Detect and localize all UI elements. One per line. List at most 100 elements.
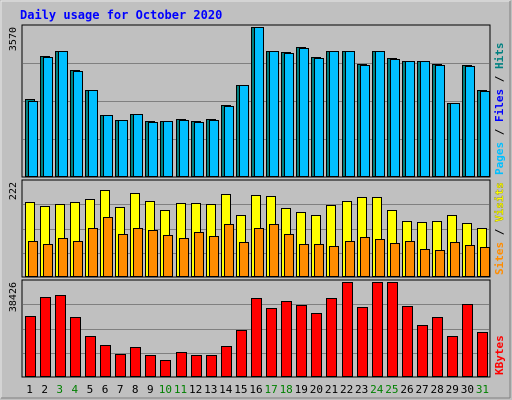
bar-files-day-30	[465, 66, 475, 177]
bar-sites-day-3	[58, 238, 68, 277]
x-tick-label: 19	[295, 383, 308, 396]
x-tick-label: 27	[415, 383, 428, 396]
bar-kbytes-day-26	[402, 306, 413, 377]
bar-sites-day-2	[43, 244, 53, 277]
legend-entry: /	[493, 75, 506, 89]
x-tick-label: 29	[446, 383, 459, 396]
bar-files-day-12	[194, 122, 204, 177]
legend-entry: /	[493, 228, 506, 242]
bar-sites-day-22	[345, 241, 355, 277]
bar-files-day-31	[480, 91, 490, 177]
legend-hits-files-pages: Pages / Files / Hits	[493, 43, 506, 176]
x-tick-label: 1	[26, 383, 33, 396]
bar-sites-day-24	[375, 239, 385, 277]
x-tick-label: 28	[431, 383, 444, 396]
bar-files-day-27	[420, 61, 430, 177]
bar-sites-day-26	[405, 241, 415, 277]
panel-visits-sites: 222 Sites / Visits	[8, 179, 506, 278]
chart-panels: 3570 Pages / Files / Hits 222 Sites / Visit…	[8, 24, 506, 378]
bar-sites-day-5	[88, 228, 98, 277]
x-tick-label: 20	[310, 383, 323, 396]
bar-files-day-16	[254, 27, 264, 177]
bar-kbytes-day-4	[70, 317, 81, 377]
legend-entry: Sites	[493, 242, 506, 275]
legend-entry: KBytes	[493, 335, 506, 375]
series-files	[28, 27, 490, 177]
bar-kbytes-day-22	[342, 282, 353, 377]
bar-files-day-10	[163, 121, 173, 177]
bar-files-day-3	[58, 51, 68, 177]
y-max-label: 222	[8, 182, 19, 200]
chart-title: Daily usage for October 2020	[20, 8, 222, 22]
bar-files-day-28	[435, 65, 445, 177]
bar-kbytes-day-11	[176, 352, 187, 377]
bar-sites-day-1	[28, 241, 38, 277]
panel-kbytes: 38426 KBytes	[8, 279, 506, 378]
bar-kbytes-day-8	[130, 347, 141, 377]
bar-kbytes-day-31	[477, 332, 488, 377]
series-sites	[28, 217, 490, 277]
bar-sites-day-15	[239, 242, 249, 277]
bar-sites-day-27	[420, 249, 430, 277]
legend-visits-sites: Sites / Visits	[493, 182, 506, 275]
x-tick-label: 11	[174, 383, 187, 396]
series-kbytes	[25, 282, 488, 377]
x-axis-day-labels: 1 2 3 4 5 6 7 8 9 10 11 12 13 14 15 16 17 18 19 20 21 22 23 24 2…	[26, 383, 489, 396]
x-tick-label: 13	[204, 383, 217, 396]
bar-files-day-21	[329, 51, 339, 177]
bar-sites-day-30	[465, 245, 475, 277]
bar-files-day-11	[179, 120, 189, 177]
legend-entry: Files	[493, 89, 506, 129]
bar-files-day-26	[405, 61, 415, 177]
bar-files-day-5	[88, 90, 98, 177]
bar-kbytes-day-25	[387, 282, 398, 377]
bar-sites-day-23	[360, 237, 370, 277]
bar-sites-day-20	[314, 244, 324, 277]
bar-sites-day-16	[254, 228, 264, 277]
x-tick-label: 31	[476, 383, 489, 396]
x-tick-label: 24	[370, 383, 384, 396]
bar-kbytes-day-9	[145, 355, 156, 377]
bar-kbytes-day-17	[266, 308, 277, 377]
legend-entry: /	[493, 128, 506, 142]
x-tick-label: 12	[189, 383, 202, 396]
bar-sites-day-25	[390, 243, 400, 277]
x-tick-label: 4	[72, 383, 79, 396]
bar-kbytes-day-16	[251, 298, 262, 377]
bar-sites-day-9	[148, 230, 158, 277]
bar-sites-day-8	[133, 228, 143, 277]
x-tick-label: 18	[280, 383, 293, 396]
bar-kbytes-day-3	[55, 295, 66, 377]
bar-kbytes-day-5	[85, 336, 96, 377]
bar-files-day-15	[239, 85, 249, 177]
legend-kbytes: KBytes	[493, 335, 506, 375]
bar-sites-day-12	[194, 232, 204, 277]
bar-sites-day-31	[480, 247, 490, 277]
bar-kbytes-day-20	[311, 313, 322, 377]
bar-kbytes-day-29	[447, 336, 458, 377]
x-tick-label: 23	[355, 383, 368, 396]
bar-sites-day-28	[435, 250, 445, 277]
bar-sites-day-7	[118, 234, 128, 277]
x-tick-label: 21	[325, 383, 338, 396]
bar-files-day-25	[390, 59, 400, 177]
bar-files-day-1	[28, 101, 38, 177]
legend-entry: Pages	[493, 142, 506, 175]
bar-files-day-19	[299, 48, 309, 177]
bar-kbytes-day-19	[296, 305, 307, 377]
bar-kbytes-day-10	[160, 360, 171, 377]
x-tick-label: 22	[340, 383, 353, 396]
bar-files-day-23	[360, 65, 370, 177]
legend-entry: Visits	[493, 182, 506, 228]
x-tick-label: 16	[249, 383, 262, 396]
x-tick-label: 26	[400, 383, 413, 396]
x-tick-label: 9	[147, 383, 154, 396]
x-tick-label: 30	[461, 383, 474, 396]
bar-files-day-7	[118, 120, 128, 177]
bar-kbytes-day-15	[236, 330, 247, 377]
bar-sites-day-13	[209, 236, 219, 277]
bar-kbytes-day-18	[281, 301, 292, 377]
x-tick-label: 6	[102, 383, 109, 396]
x-tick-label: 17	[264, 383, 277, 396]
